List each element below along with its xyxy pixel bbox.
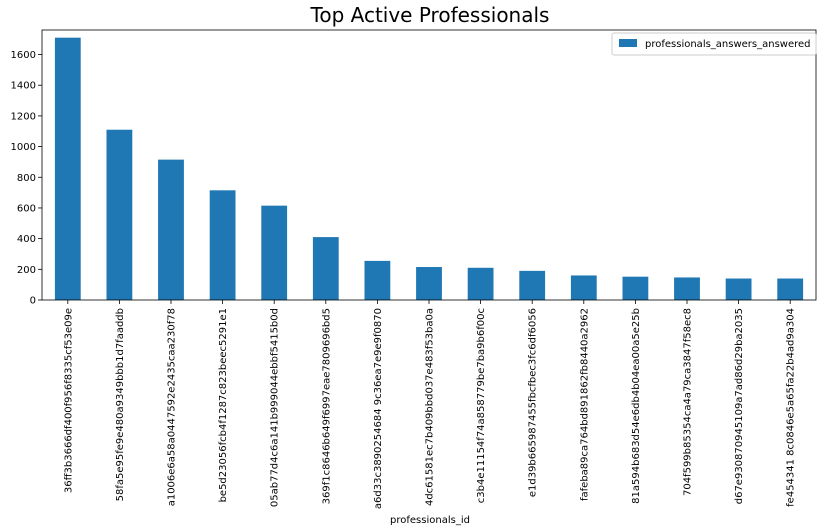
bar bbox=[777, 278, 804, 300]
bars-group bbox=[54, 37, 804, 300]
y-tick-label: 1400 bbox=[11, 81, 36, 92]
y-ticks-group: 0 200 400 600 800 1000 1200 1400 1600 bbox=[11, 50, 42, 307]
x-tick-label: 36ff3b3666df400f956f8335cf53e09e bbox=[63, 308, 74, 493]
y-tick-label: 0 bbox=[30, 296, 36, 307]
bar bbox=[467, 267, 494, 300]
x-tick-label: be5d23056fcb4f1287c823beec5291e1 bbox=[218, 308, 229, 502]
legend-label: professionals_answers_answered bbox=[645, 39, 811, 50]
x-ticks-group: 36ff3b3666df400f956f8335cf53e09e 58fa5e95… bbox=[63, 300, 797, 509]
bar bbox=[158, 159, 184, 300]
legend-swatch bbox=[619, 39, 637, 47]
x-tick-label: d67e930870945109a7ad86d29ba2035 bbox=[734, 308, 745, 504]
y-tick-label: 800 bbox=[17, 173, 36, 184]
chart-title: Top Active Professionals bbox=[310, 3, 550, 27]
y-tick-label: 1000 bbox=[11, 142, 36, 153]
bar bbox=[725, 278, 752, 300]
x-tick-label: 4dc61581ec7b409bbd037e483f53ba0a bbox=[425, 308, 436, 506]
legend: professionals_answers_answered bbox=[611, 32, 817, 56]
bar bbox=[106, 129, 133, 300]
bar bbox=[416, 267, 442, 300]
legend-box bbox=[611, 32, 817, 56]
bar bbox=[209, 190, 236, 300]
y-tick-label: 400 bbox=[17, 234, 36, 245]
bar bbox=[364, 260, 391, 300]
x-tick-label: 369f1c8646b649f6997eae7809696bd5 bbox=[321, 308, 332, 504]
bar bbox=[674, 277, 700, 300]
bar bbox=[570, 275, 597, 300]
x-tick-label: a1006e6a58a0447592e2435caa230f78 bbox=[167, 308, 178, 506]
x-tick-label: fe454341 8c0846e5a65fa22b4ad9a304 bbox=[786, 308, 797, 507]
x-tick-label: fafeba89ca764bd891862fb8440a2962 bbox=[579, 308, 590, 501]
x-axis-label: professionals_id bbox=[390, 515, 470, 526]
x-tick-label: 704f599b85354ca4a79ca3847f58ec8 bbox=[683, 308, 694, 496]
bar bbox=[312, 237, 339, 300]
y-tick-label: 1200 bbox=[11, 111, 36, 122]
x-tick-label: 81a594b683d54e6db4b04ea00a5e25b bbox=[631, 308, 642, 504]
bar bbox=[54, 37, 81, 300]
x-tick-label: a6d33c3890254684 9c36ea7e9e9f0870 bbox=[373, 308, 384, 509]
x-tick-label: c3b4e11154f74a858779be7ba9b6f00c bbox=[476, 308, 487, 503]
x-tick-label: 05ab77d4c6a141b999044ebbf5415b0d bbox=[270, 308, 281, 507]
x-tick-label: 58fa5e95fe9e480a9349bbb1d7faaddb bbox=[115, 308, 126, 501]
bar bbox=[519, 270, 546, 300]
y-tick-label: 1600 bbox=[11, 50, 36, 61]
bar bbox=[622, 276, 649, 300]
y-tick-label: 600 bbox=[17, 203, 36, 214]
bar bbox=[261, 205, 288, 300]
x-tick-label: e1d39b665987455fbcfbec3fc6df6056 bbox=[528, 308, 539, 497]
y-tick-label: 200 bbox=[17, 265, 36, 276]
